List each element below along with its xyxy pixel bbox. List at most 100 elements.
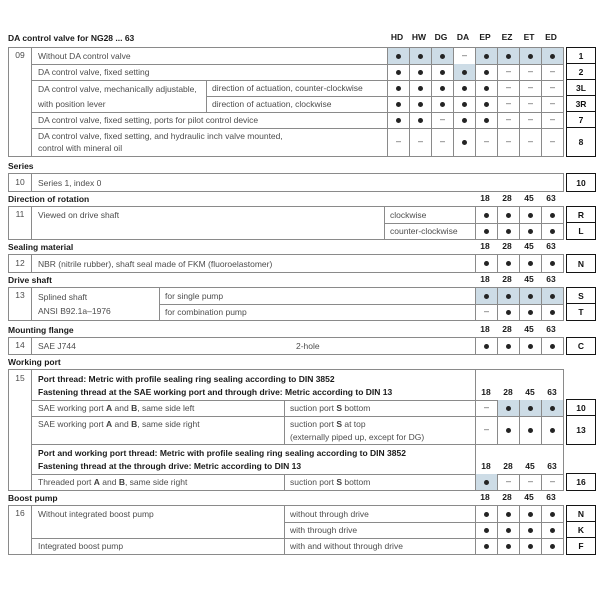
section-da-control-valve: DA control valve for NG28 ... 63 HD HW DG D… [8,31,596,157]
section-series: Series 10 Series 1, index 0 10 [8,159,596,192]
row-sub-description: suction port S bottom [290,403,371,413]
dash-mark: – [505,98,511,108]
code-box: N [566,505,596,523]
availability-dot-cell [475,255,497,272]
grid-line [32,64,563,65]
row-description: Integrated boost pump [38,541,124,551]
dot-icon [528,228,533,234]
dot-icon [484,511,489,517]
code-box: 16 [566,473,596,491]
section-title: DA control valve for NG28 ... 63 [8,33,135,43]
matrix-row [475,506,563,522]
dash-mark: – [527,114,533,124]
dot-icon [484,293,489,299]
dash-mark: – [549,82,555,92]
section-header: Mounting flange 18 28 45 63 [8,323,596,335]
availability-dot-cell [541,207,563,223]
dot-icon [506,527,511,533]
section-title: Series [8,161,34,171]
availability-dot-cell [453,96,475,112]
row-description: DA control valve, fixed setting, ports f… [38,115,259,125]
dot-icon [440,101,445,107]
availability-dash-cell: – [541,112,563,128]
column-header-label: 63 [546,274,556,284]
dot-icon [484,343,489,349]
column-header-label: 28 [502,241,512,251]
dot-icon [528,293,533,299]
dot-icon [484,212,489,218]
dot-icon [506,343,511,349]
section-drive-shaft: Drive shaft 18 28 45 63 13 Splined shaft AN… [8,273,596,321]
availability-dot-cell [453,128,475,156]
dot-icon [550,293,555,299]
column-header-label: EZ [501,32,513,42]
row-sub-description: counter-clockwise [390,226,458,236]
grid-line [32,128,563,129]
dot-icon [396,117,401,123]
row-description: Threaded port A and B, same side right [38,477,188,487]
row-sub-description: direction of actuation, counter-clockwis… [212,83,363,93]
dash-mark: – [417,136,423,146]
row-description: Without integrated boost pump [38,509,154,519]
dot-icon [506,405,511,411]
row-sub-description: for single pump [165,291,224,301]
dot-icon [484,69,489,75]
row-number: 10 [15,177,25,187]
dot-icon [550,427,555,433]
section-header: DA control valve for NG28 ... 63 HD HW DG D… [8,31,596,43]
grid-line [31,48,32,156]
availability-dot-cell [497,538,519,554]
size-column-headers: 18 28 45 63 [474,274,562,285]
grid-line [31,255,32,272]
table-series: 10 Series 1, index 0 10 [8,173,596,192]
section-header: Direction of rotation 18 28 45 63 [8,192,596,204]
availability-dot-cell [519,522,541,538]
availability-dot-cell [475,207,497,223]
availability-dot-cell [387,48,409,64]
availability-dot-cell [475,223,497,239]
code-box: L [566,222,596,240]
subsection-heading: Port and working port thread: Metric wit… [38,448,406,471]
column-header-label: 28 [502,492,512,502]
row-number: 12 [15,258,25,268]
size-column-headers: 18 28 45 63 [474,492,562,503]
availability-dot-cell [497,338,519,354]
column-header-label: 63 [546,324,556,334]
column-header-label: 28 [502,274,512,284]
availability-dot-cell [519,48,541,64]
code-box: F [566,537,596,555]
availability-dash-cell: – [475,400,497,416]
column-header-label: HW [411,32,427,42]
size-column-headers: 18 28 45 63 [475,461,563,472]
dot-icon [462,117,467,123]
availability-dot-cell [387,112,409,128]
dot-icon [550,212,555,218]
dot-icon [550,527,555,533]
availability-dot-cell [453,112,475,128]
availability-dash-cell: – [519,64,541,80]
availability-dot-cell [475,474,497,490]
availability-dot-cell [519,223,541,239]
availability-dot-cell [541,255,563,272]
availability-dash-cell: – [431,128,453,156]
availability-dot-cell [541,538,563,554]
dot-icon [506,212,511,218]
dash-mark: – [483,136,489,146]
availability-dash-cell: – [475,416,497,444]
availability-dot-cell [475,112,497,128]
table-sealing-material: 12 NBR (nitrile rubber), shaft seal made… [8,254,596,273]
column-header-label: ET [523,32,535,42]
dot-icon [528,511,533,517]
dot-icon [528,309,533,315]
availability-dot-cell [497,255,519,272]
availability-dot-cell [497,223,519,239]
availability-dot-cell [541,304,563,320]
dot-icon [484,543,489,549]
ordering-code-page: DA control valve for NG28 ... 63 HD HW DG D… [8,31,596,555]
availability-dash-cell: – [497,474,519,490]
grid-line [475,370,476,400]
availability-dot-cell [475,338,497,354]
matrix-row: – [475,400,563,416]
column-header-label: 45 [524,492,534,502]
dot-icon [550,228,555,234]
